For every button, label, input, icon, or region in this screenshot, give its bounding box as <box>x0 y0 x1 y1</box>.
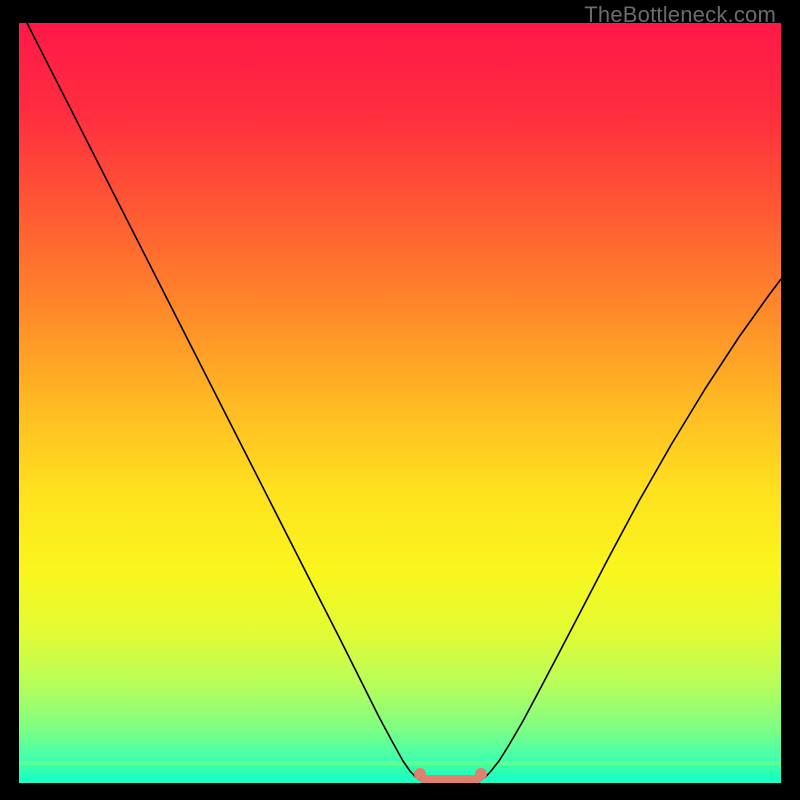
watermark-text: TheBottleneck.com <box>584 2 776 28</box>
gradient-background <box>19 23 781 783</box>
green-band <box>19 776 781 780</box>
chart-frame <box>0 0 800 800</box>
green-band <box>19 771 781 775</box>
optimal-range-marker <box>475 768 487 780</box>
optimal-range-marker <box>414 768 426 780</box>
green-band <box>19 761 781 765</box>
green-band <box>19 766 781 770</box>
plot-area <box>19 23 781 783</box>
plot-svg <box>19 23 781 783</box>
